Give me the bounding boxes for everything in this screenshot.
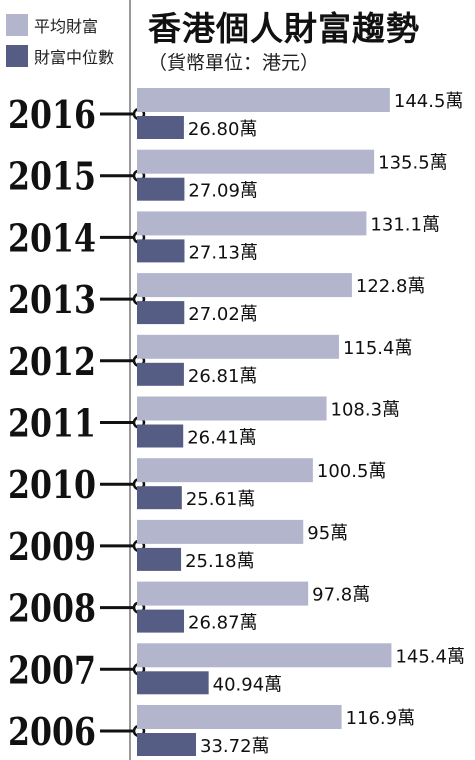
year-label: 2007 <box>8 647 96 692</box>
bar-median <box>137 239 185 263</box>
bar-median <box>137 609 185 633</box>
bar-median <box>137 671 209 695</box>
bar-mean <box>137 519 304 544</box>
bar-median <box>137 733 197 756</box>
bar-mean <box>137 396 327 421</box>
bar-mean <box>137 581 309 606</box>
data-label-mean: 131.1萬 <box>370 214 440 235</box>
data-label-median: 33.72萬 <box>200 736 270 757</box>
data-label-median: 27.09萬 <box>188 181 258 202</box>
data-label-mean: 145.4萬 <box>395 646 465 667</box>
bar-mean <box>137 458 313 483</box>
year-label: 2016 <box>8 92 96 137</box>
bar-median <box>137 547 182 571</box>
year-label: 2008 <box>8 586 96 631</box>
bar-mean <box>137 643 392 668</box>
bar-median <box>137 486 182 510</box>
legend-item-mean: 平均財富 <box>6 14 98 36</box>
bar-mean <box>137 211 367 236</box>
year-label: 2014 <box>8 215 96 260</box>
legend-label-mean: 平均財富 <box>34 17 99 36</box>
data-label-mean: 122.8萬 <box>356 276 426 297</box>
legend-swatch-mean <box>6 14 28 36</box>
data-label-mean: 144.5萬 <box>394 91 464 112</box>
year-label: 2013 <box>8 277 96 322</box>
bar-median <box>137 177 185 201</box>
data-label-median: 40.94萬 <box>213 674 283 695</box>
data-label-mean: 97.8萬 <box>312 585 370 606</box>
legend-swatch-median <box>6 45 28 67</box>
data-label-mean: 108.3萬 <box>331 400 401 421</box>
data-label-mean: 115.4萬 <box>343 338 413 359</box>
data-label-median: 25.18萬 <box>185 551 255 572</box>
data-label-median: 27.02萬 <box>188 304 258 325</box>
data-label-median: 26.87萬 <box>188 613 258 634</box>
bar-median <box>137 301 185 325</box>
year-label: 2006 <box>8 709 96 754</box>
data-label-median: 27.13萬 <box>188 242 258 263</box>
year-label: 2009 <box>8 524 96 569</box>
bar-median <box>137 116 184 139</box>
bar-mean <box>137 705 342 729</box>
chart-title: 香港個人財富趨勢 <box>148 9 420 48</box>
bar-mean <box>137 334 339 359</box>
year-label: 2011 <box>8 401 96 446</box>
data-label-median: 26.80萬 <box>188 119 258 140</box>
data-label-mean: 100.5萬 <box>317 461 387 482</box>
bar-mean <box>137 149 375 174</box>
bar-median <box>137 424 184 448</box>
year-label: 2015 <box>8 154 96 199</box>
legend-item-median: 財富中位數 <box>6 45 114 67</box>
bar-median <box>137 362 184 386</box>
data-label-mean: 116.9萬 <box>346 708 416 729</box>
data-label-median: 25.61萬 <box>186 489 256 510</box>
year-label: 2012 <box>8 339 96 384</box>
data-label-mean: 135.5萬 <box>378 153 448 174</box>
year-label: 2010 <box>8 462 96 507</box>
data-label-median: 26.81萬 <box>188 366 258 387</box>
data-label-mean: 95萬 <box>307 523 348 544</box>
data-label-median: 26.41萬 <box>187 428 257 449</box>
bar-mean <box>137 88 390 112</box>
chart-subtitle: （貨幣單位：港元） <box>148 52 320 74</box>
legend-label-median: 財富中位數 <box>34 48 115 67</box>
bar-mean <box>137 273 352 298</box>
